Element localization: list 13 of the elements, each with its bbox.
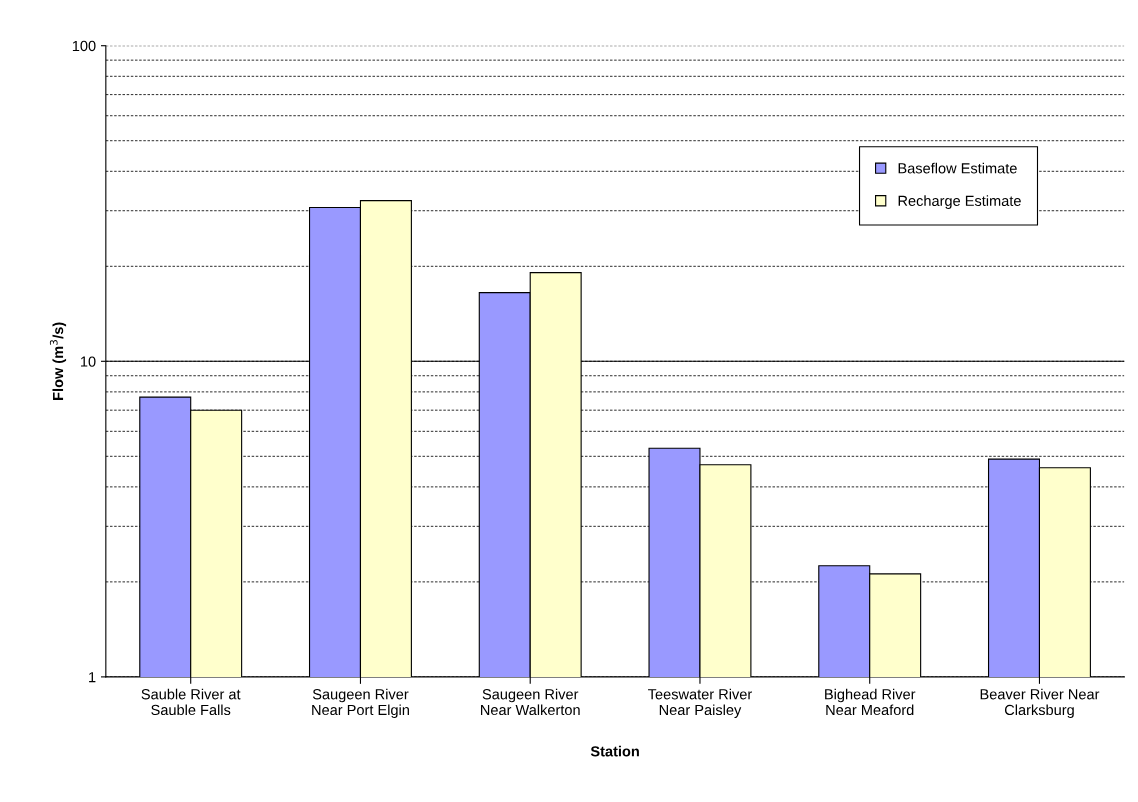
- legend-label: Baseflow Estimate: [898, 162, 1017, 174]
- x-tick-label: Sauble River at Sauble Falls: [141, 688, 241, 716]
- x-tick-label: Beaver River Near Clarksburg: [980, 688, 1100, 718]
- y-tick-label: 1: [89, 672, 96, 683]
- y-axis-title: Flow (m$^{3}$/s): [49, 322, 67, 400]
- y-tick-label: 100: [72, 40, 96, 52]
- x-tick-label: Teeswater River Near Paisley: [648, 688, 752, 718]
- x-tick-label: Saugeen River Near Port Elgin: [312, 688, 409, 718]
- y-tick-label: 10: [81, 356, 96, 367]
- x-tick-label: Saugeen River Near Walkerton: [481, 688, 580, 716]
- x-tick-label: Bighead River Near Meaford: [825, 688, 916, 716]
- x-axis-title: Station: [590, 745, 639, 757]
- legend-label: Recharge Estimate: [898, 195, 1021, 209]
